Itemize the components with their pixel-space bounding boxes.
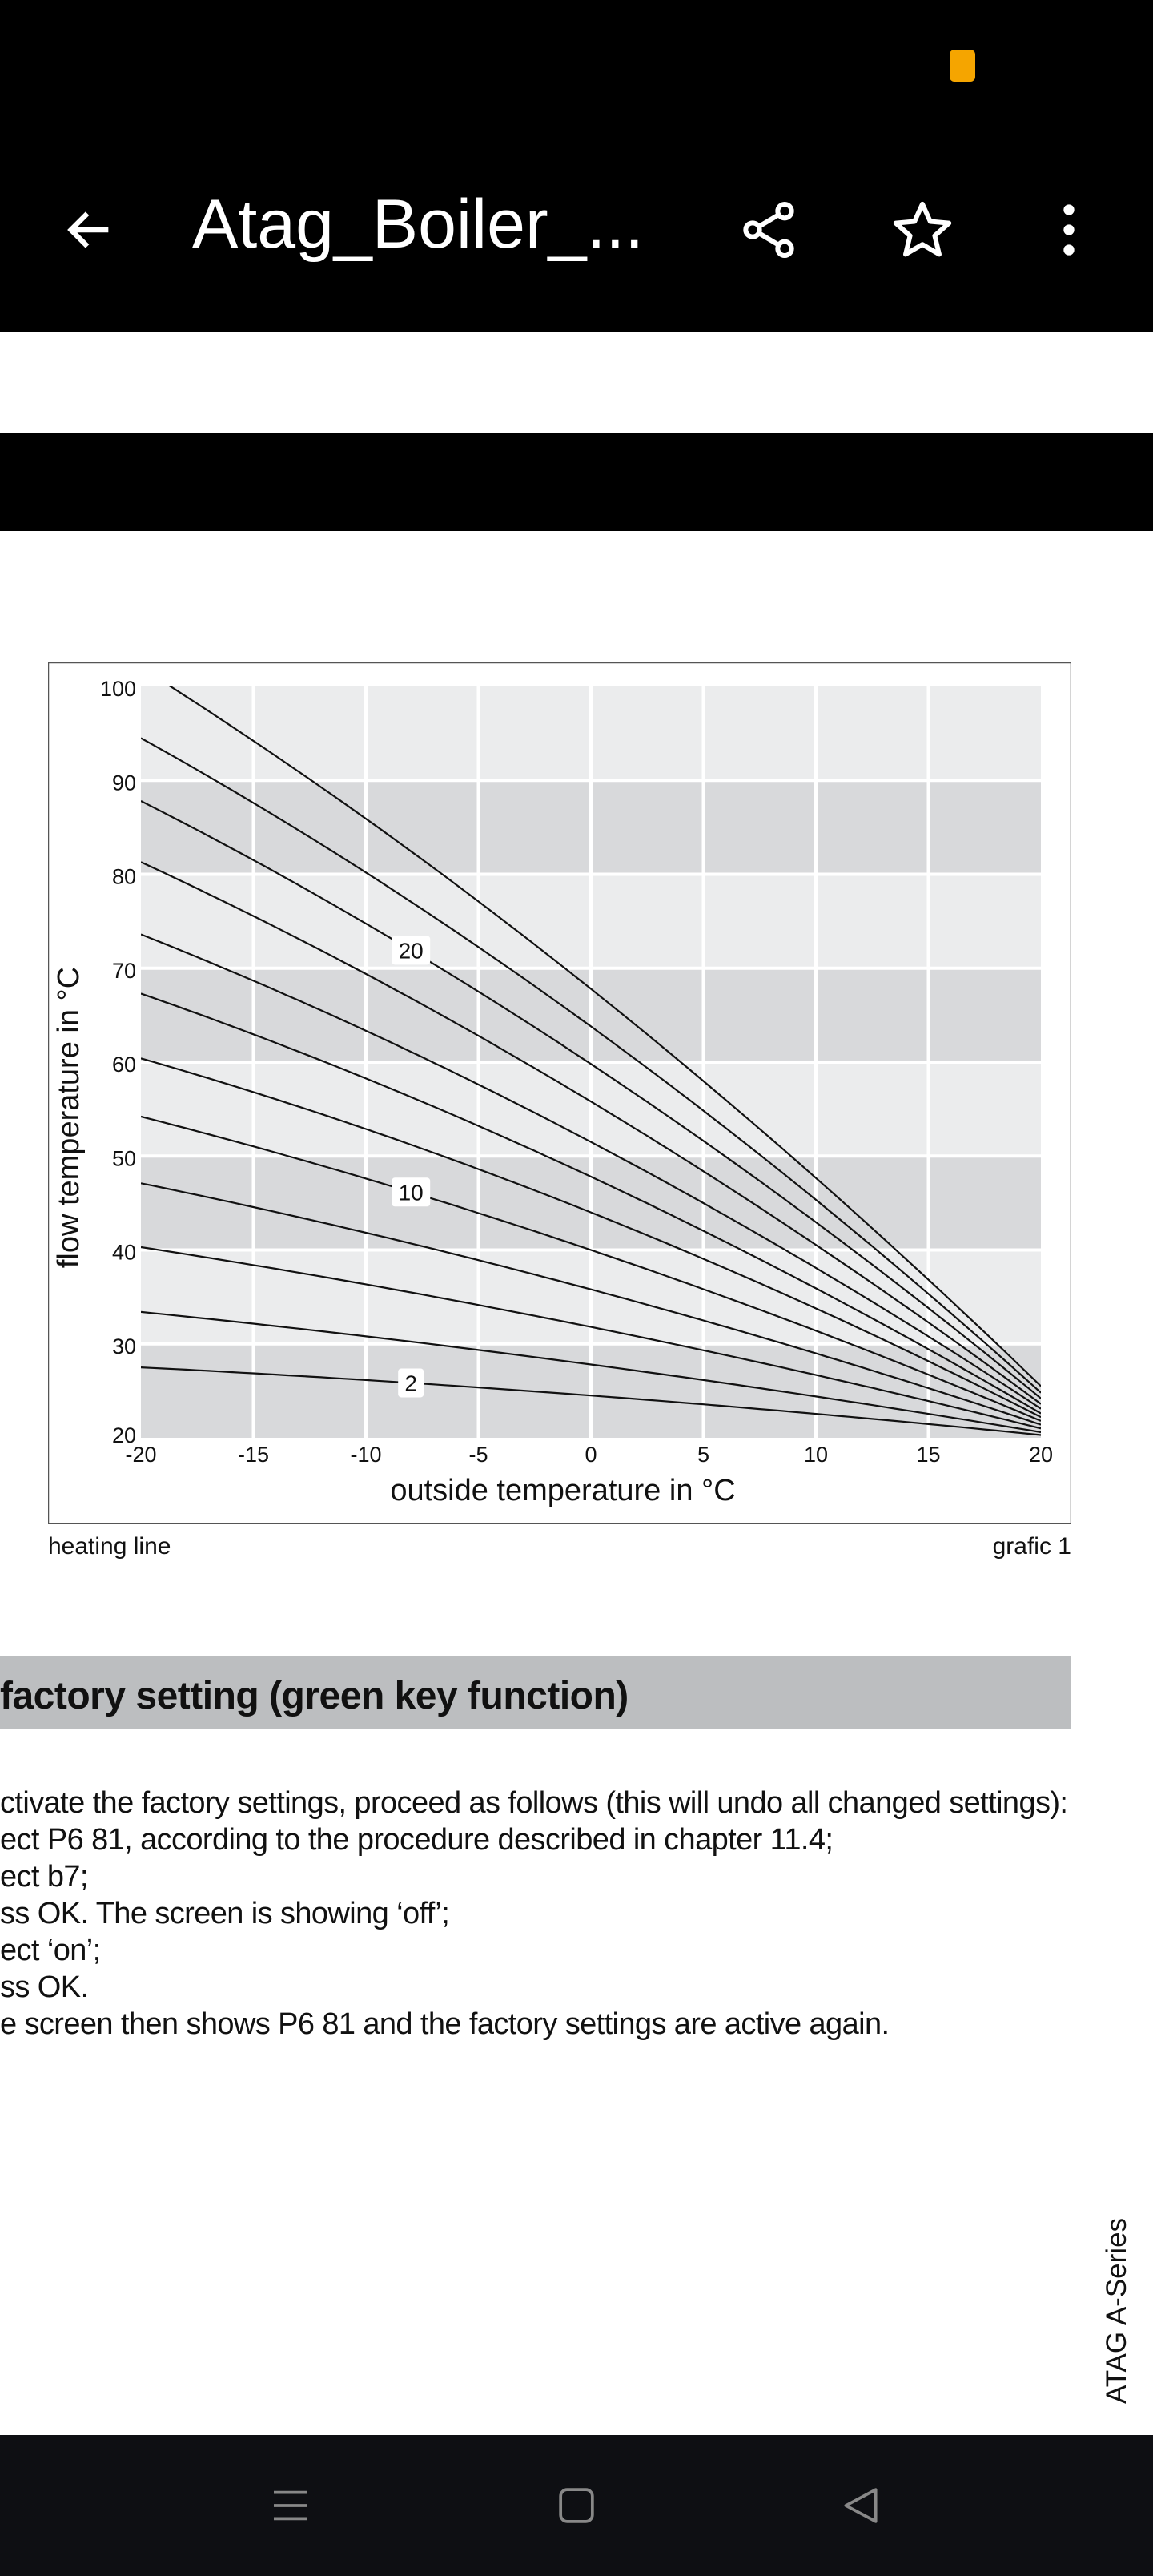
y-tick-label: 30 (112, 1334, 136, 1358)
y-tick-label: 100 (100, 677, 136, 701)
heating-curve-10 (141, 1115, 1041, 1422)
favorite-button[interactable] (882, 190, 962, 270)
y-tick-label: 20 (112, 1423, 136, 1447)
app-bar: Atag_Boiler_... (0, 0, 1153, 332)
heating-curve-24 (168, 686, 1041, 1387)
heating-curve-16 (141, 933, 1041, 1410)
star-outline-icon (893, 201, 952, 257)
y-tick-label: 70 (112, 959, 136, 983)
section-title: factory setting (green key function) (0, 1675, 629, 1717)
status-indicator (950, 50, 975, 82)
heating-curve-18 (141, 861, 1041, 1405)
curve-label-box (398, 1368, 424, 1398)
y-tick-label: 40 (112, 1241, 136, 1265)
triangle-back-icon (844, 2488, 878, 2523)
instruction-line: ect P6 81, according to the procedure de… (0, 1823, 834, 1857)
y-tick-label: 90 (112, 771, 136, 795)
heating-curve-4 (141, 1310, 1041, 1434)
system-back-button[interactable] (829, 2473, 893, 2538)
heating-curve-12 (141, 1057, 1041, 1419)
heating-curve-22 (141, 737, 1041, 1394)
instruction-line: e screen then shows P6 81 and the factor… (0, 2007, 890, 2041)
heating-curve-8 (141, 1182, 1041, 1426)
x-tick-label: 5 (697, 1443, 709, 1467)
instruction-list: ctivate the factory settings, proceed as… (0, 1785, 1068, 2043)
heating-curve-14 (141, 992, 1041, 1415)
instruction-line: ss OK. The screen is showing ‘off’; (0, 1897, 450, 1930)
footer-series-label: ATAG A-Series (1101, 2210, 1133, 2412)
figure-caption-right: grafic 1 (992, 1533, 1071, 1560)
curve-label-box (392, 936, 431, 965)
document-title: Atag_Boiler_... (192, 186, 645, 263)
instruction-line: ect b7; (0, 1860, 88, 1894)
x-tick-label: -10 (350, 1443, 381, 1467)
footer-series-text: ATAG A-Series (1101, 2217, 1132, 2405)
system-nav-bar (0, 2435, 1153, 2576)
home-button[interactable] (544, 2473, 609, 2538)
share-button[interactable] (729, 190, 809, 270)
recent-apps-button[interactable] (259, 2473, 323, 2538)
y-tick-label: 60 (112, 1053, 136, 1077)
heating-curve-20 (141, 800, 1041, 1399)
x-axis-label: outside temperature in °C (390, 1474, 735, 1507)
menu-lines-icon (274, 2490, 307, 2521)
x-tick-label: -5 (468, 1443, 488, 1467)
x-tick-label: 10 (804, 1443, 828, 1467)
instruction-line: ctivate the factory settings, proceed as… (0, 1786, 1068, 1820)
curve-label-box (392, 1177, 431, 1207)
curve-label: 2 (404, 1371, 417, 1395)
page-separator-band (0, 433, 1153, 531)
x-tick-label: 0 (585, 1443, 597, 1467)
x-tick-label: -20 (125, 1443, 156, 1467)
section-header-bar (0, 1656, 1071, 1729)
y-tick-label: 80 (112, 865, 136, 889)
more-vert-icon (1063, 204, 1075, 256)
x-tick-label: 15 (916, 1443, 940, 1467)
curve-label: 20 (399, 938, 424, 963)
arrow-left-icon (67, 211, 109, 248)
more-options-button[interactable] (1029, 190, 1109, 270)
back-button[interactable] (50, 190, 130, 270)
square-home-icon (559, 2488, 594, 2523)
x-tick-label: -15 (238, 1443, 269, 1467)
x-tick-label: 20 (1029, 1443, 1053, 1467)
y-axis-label: flow temperature in °C (52, 967, 86, 1268)
share-icon (743, 202, 794, 258)
curve-label: 10 (399, 1180, 424, 1205)
figure-caption-left: heating line (48, 1533, 171, 1560)
heating-curve-2 (141, 1366, 1041, 1436)
y-tick-label: 50 (112, 1146, 136, 1170)
instruction-line: ect ‘on’; (0, 1934, 101, 1967)
heating-curve-6 (141, 1246, 1041, 1430)
instruction-line: ss OK. (0, 1970, 89, 2004)
